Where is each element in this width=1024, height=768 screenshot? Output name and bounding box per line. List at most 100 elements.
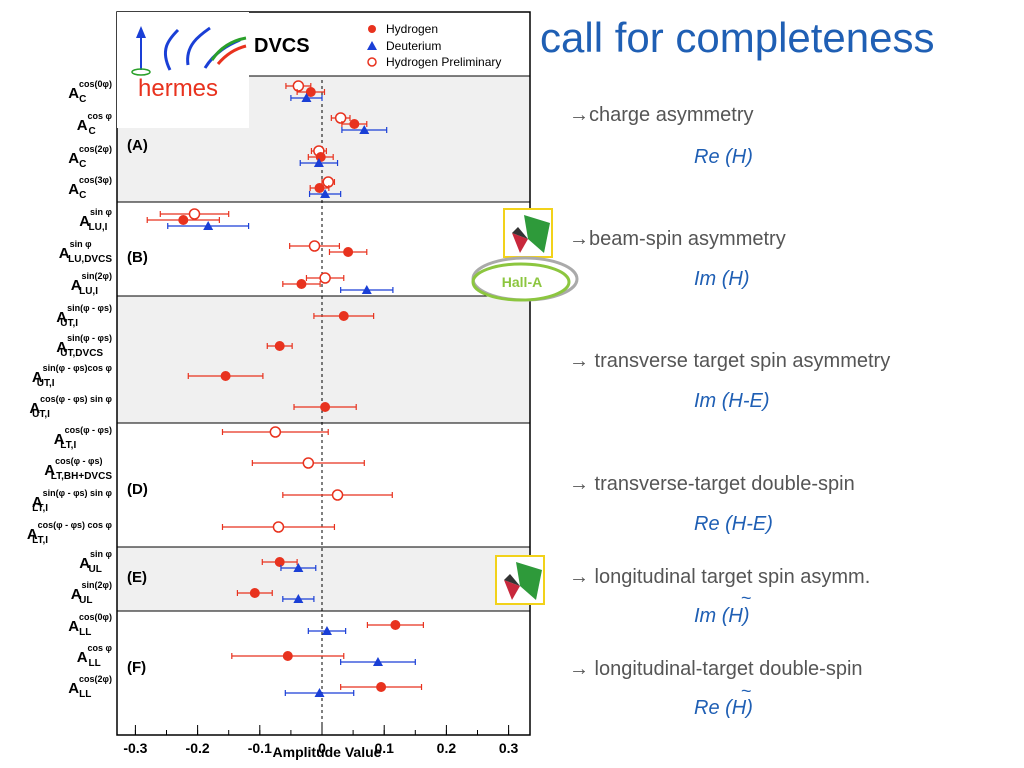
- x-tick-label-4: 0.1: [374, 740, 394, 756]
- x-tick-label-2: -0.1: [248, 740, 272, 756]
- point-preliminary-1-0: [188, 208, 201, 220]
- x-tick-label-6: 0.3: [499, 740, 519, 756]
- point-preliminary-1-1: [308, 240, 321, 252]
- row-label-0-0: Acos(0φ) C: [68, 79, 112, 105]
- point-deuterium-0-3: [320, 189, 331, 198]
- logo-arrow-head: [136, 26, 146, 38]
- legend-marker-hydrogen: [368, 25, 376, 33]
- item-transverse-target-spin-sub: Im (H-E): [694, 390, 770, 412]
- row-label-2-2: Asin(φ - φs)cos φ UT,I: [32, 363, 113, 389]
- point-preliminary-3-1: [302, 457, 315, 469]
- detector-red-1: [512, 233, 528, 253]
- point-hydrogen-1-1: [343, 247, 354, 257]
- row-label-0-2: Acos(2φ) C: [68, 144, 112, 170]
- detector-red-2: [504, 580, 520, 600]
- x-tick-label-3: 0: [318, 740, 326, 756]
- point-preliminary-3-3: [272, 521, 285, 533]
- x-tick-label-1: -0.2: [186, 740, 210, 756]
- point-preliminary-3-2: [331, 489, 344, 501]
- point-deuterium-5-2: [314, 688, 325, 697]
- point-hydrogen-5-1: [282, 651, 293, 661]
- item-charge-asymmetry-sub: Re (H): [694, 146, 753, 168]
- point-hydrogen-0-0: [305, 87, 316, 97]
- point-deuterium-5-0: [321, 626, 332, 635]
- process-label: DVCS: [254, 35, 310, 57]
- point-hydrogen-4-0: [274, 557, 285, 567]
- item-longitudinal-target-spin-sub: Im (H): [694, 605, 750, 627]
- group-label-3: (D): [127, 481, 148, 498]
- hall-a-inner-ring: [471, 262, 571, 302]
- logo-wing-2: [186, 26, 211, 66]
- detector-core-1: [512, 227, 528, 239]
- group-shade-2: [117, 547, 530, 611]
- point-hydrogen-5-2: [376, 682, 387, 692]
- legend-label-1: Deuterium: [386, 39, 441, 53]
- legend-label-2: Hydrogen Preliminary: [386, 55, 501, 69]
- point-deuterium-4-0: [293, 563, 304, 572]
- point-hydrogen-5-0: [390, 620, 401, 630]
- point-deuterium-1-2: [361, 285, 372, 294]
- row-label-1-0: Asin φ LU,I: [79, 207, 112, 233]
- point-hydrogen-2-3: [320, 402, 331, 412]
- item-beam-spin-asymmetry: →beam-spin asymmetry: [569, 228, 786, 250]
- group-label-1: (B): [127, 249, 148, 266]
- point-preliminary-3-0: [269, 426, 282, 438]
- item-beam-spin-asymmetry-sub: Im (H): [694, 268, 750, 290]
- point-deuterium-0-2: [313, 158, 324, 167]
- plot-frame: [116, 11, 531, 736]
- legend-label-0: Hydrogen: [386, 22, 438, 36]
- row-label-5-0: Acos(0φ) LL: [68, 612, 112, 638]
- row-label-4-1: Asin(2φ) UL: [71, 580, 112, 606]
- x-tick-label-0: -0.3: [123, 740, 147, 756]
- row-label-1-1: Asin φ LU,DVCS: [59, 239, 113, 265]
- item-longitudinal-target-spin: → longitudinal target spin asymm.: [569, 566, 871, 588]
- point-hydrogen-0-3: [314, 183, 325, 193]
- point-deuterium-0-1: [359, 125, 370, 134]
- slide-title: call for completeness: [540, 14, 935, 61]
- legend-marker-deuterium: [367, 41, 377, 50]
- row-label-3-3: Acos(φ - φs) cos φ LT,I: [27, 520, 113, 546]
- logo-wing-red: [216, 44, 247, 65]
- group-label-5: (F): [127, 659, 146, 676]
- point-preliminary-1-2: [319, 272, 331, 284]
- group-shade-1: [117, 296, 530, 423]
- point-hydrogen-2-1: [274, 341, 285, 351]
- point-hydrogen-1-0: [178, 215, 189, 225]
- row-label-4-0: Asin φ UL: [79, 549, 112, 575]
- item-transverse-target-double-spin-sub: Re (H-E): [694, 513, 773, 535]
- hall-a-label: Hall-A: [502, 274, 542, 290]
- point-preliminary-0-1: [334, 112, 347, 124]
- group-label-0: (A): [127, 137, 148, 154]
- item-transverse-target-spin: → transverse target spin asymmetry: [569, 350, 891, 372]
- detector-green-2: [516, 562, 542, 600]
- point-preliminary-0-3: [322, 176, 334, 188]
- row-label-3-1: Acos(φ - φs) LT,BH+DVCS: [44, 456, 112, 482]
- row-label-5-1: Acos φ LL: [77, 643, 113, 669]
- row-label-5-2: Acos(2φ) LL: [68, 674, 112, 700]
- logo-wing-green: [210, 36, 247, 61]
- x-tick-label-5: 0.2: [437, 740, 457, 756]
- item-longitudinal-target-double-spin: → longitudinal-target double-spin: [569, 658, 863, 680]
- row-label-3-2: Asin(φ - φs) sin φ LT,I: [32, 488, 113, 514]
- item-charge-asymmetry: →charge asymmetry: [569, 104, 754, 126]
- point-deuterium-1-0: [203, 221, 214, 230]
- point-hydrogen-2-2: [220, 371, 231, 381]
- row-label-2-0: Asin(φ - φs) UT,I: [56, 303, 112, 329]
- item-longitudinal-target-double-spin-sub: Re (H): [694, 697, 753, 719]
- point-hydrogen-0-1: [349, 119, 360, 129]
- tilde-mark-1: ~: [741, 588, 752, 608]
- detector-green-1: [524, 215, 550, 253]
- point-deuterium-0-0: [301, 93, 312, 102]
- point-hydrogen-1-2: [296, 279, 307, 289]
- item-transverse-target-double-spin: → transverse-target double-spin: [569, 473, 855, 495]
- point-deuterium-4-1: [293, 594, 304, 603]
- logo-ring: [131, 68, 151, 76]
- row-label-1-2: Asin(2φ) LU,I: [71, 271, 112, 297]
- detector-core-2: [504, 574, 520, 586]
- group-label-4: (E): [127, 569, 147, 586]
- row-label-2-1: Asin(φ - φs) UT,DVCS: [56, 333, 112, 359]
- point-deuterium-5-1: [372, 657, 383, 666]
- legend-marker-preliminary: [367, 57, 377, 67]
